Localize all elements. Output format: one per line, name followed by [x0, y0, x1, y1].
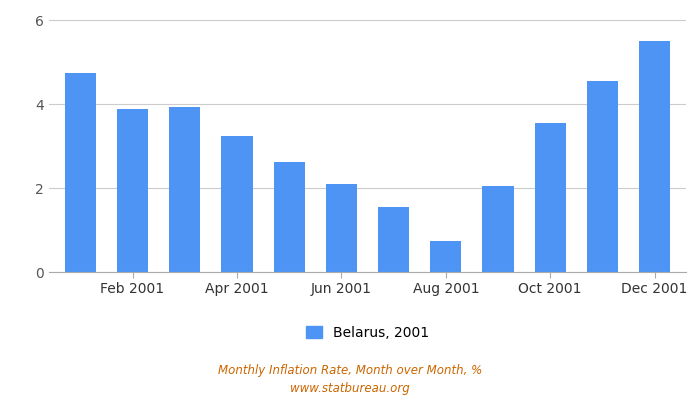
Text: Monthly Inflation Rate, Month over Month, %: Monthly Inflation Rate, Month over Month… — [218, 364, 482, 377]
Bar — [221, 136, 253, 272]
Bar — [535, 123, 566, 272]
Legend: Belarus, 2001: Belarus, 2001 — [305, 326, 430, 340]
Bar — [430, 240, 461, 272]
Bar — [117, 109, 148, 272]
Bar — [169, 107, 200, 272]
Bar — [274, 162, 304, 272]
Bar — [639, 41, 671, 272]
Bar — [482, 186, 514, 272]
Text: www.statbureau.org: www.statbureau.org — [290, 382, 410, 395]
Bar — [326, 184, 357, 272]
Bar — [378, 207, 409, 272]
Bar — [587, 81, 618, 272]
Bar — [64, 73, 96, 272]
